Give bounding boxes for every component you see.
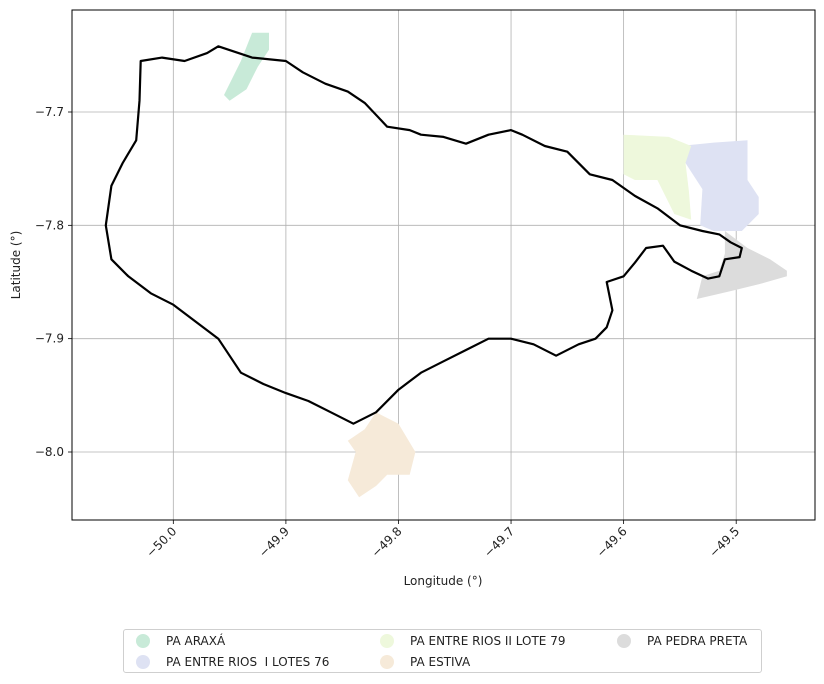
- x-tick-label: −49.8: [369, 524, 405, 560]
- area-pa-arax: [224, 32, 269, 101]
- x-axis-label: Longitude (°): [404, 574, 483, 588]
- legend-label: PA ENTRE RIOS I LOTES 76: [166, 655, 330, 669]
- legend-item-pa-araxa: PA ARAXÁ: [136, 631, 225, 651]
- area-pa-entre-rios-ii-lote-79: [623, 134, 692, 220]
- plot-background: [72, 10, 815, 520]
- area-pa-estiva: [347, 412, 416, 498]
- x-tick-label: −49.5: [706, 524, 742, 560]
- y-tick-label: −8.0: [35, 445, 64, 459]
- legend-item-pa-estiva: PA ESTIVA: [380, 652, 470, 672]
- x-tick-label: −49.9: [256, 524, 292, 560]
- legend-item-pa-pedra-preta: PA PEDRA PRETA: [617, 631, 747, 651]
- legend-marker-pa-pedra-preta: [617, 634, 631, 648]
- legend-marker-pa-entre-rios-i: [136, 655, 150, 669]
- legend-marker-pa-estiva: [380, 655, 394, 669]
- settlement-areas: [224, 32, 787, 498]
- legend-label: PA ESTIVA: [410, 655, 471, 669]
- legend-label: PA PEDRA PRETA: [647, 634, 748, 648]
- x-tick-label: −50.0: [144, 524, 180, 560]
- legend-item-pa-entre-rios-i: PA ENTRE RIOS I LOTES 76: [136, 652, 329, 672]
- legend-label: PA ENTRE RIOS II LOTE 79: [410, 634, 566, 648]
- area-pa-pedra-preta: [696, 231, 787, 299]
- legend-item-pa-entre-rios-ii: PA ENTRE RIOS II LOTE 79: [380, 631, 565, 651]
- x-tick-label: −49.6: [594, 524, 630, 560]
- plot-frame: [71, 9, 816, 521]
- y-axis-label: Latitude (°): [9, 231, 23, 300]
- legend-label: PA ARAXÁ: [166, 634, 226, 648]
- legend-marker-pa-araxa: [136, 634, 150, 648]
- region-boundary: [104, 45, 743, 425]
- y-tick-label: −7.8: [35, 218, 64, 232]
- y-tick-label: −7.9: [35, 332, 64, 346]
- legend-marker-pa-entre-rios-ii: [380, 634, 394, 648]
- legend: PA ARAXÁ PA ENTRE RIOS I LOTES 76 PA ENT…: [123, 629, 762, 673]
- area-pa-entre-rios-i-lotes-76: [679, 140, 759, 231]
- x-tick-label: −49.7: [481, 524, 517, 560]
- y-tick-label: −7.7: [35, 105, 64, 119]
- plot-area: [71, 9, 816, 521]
